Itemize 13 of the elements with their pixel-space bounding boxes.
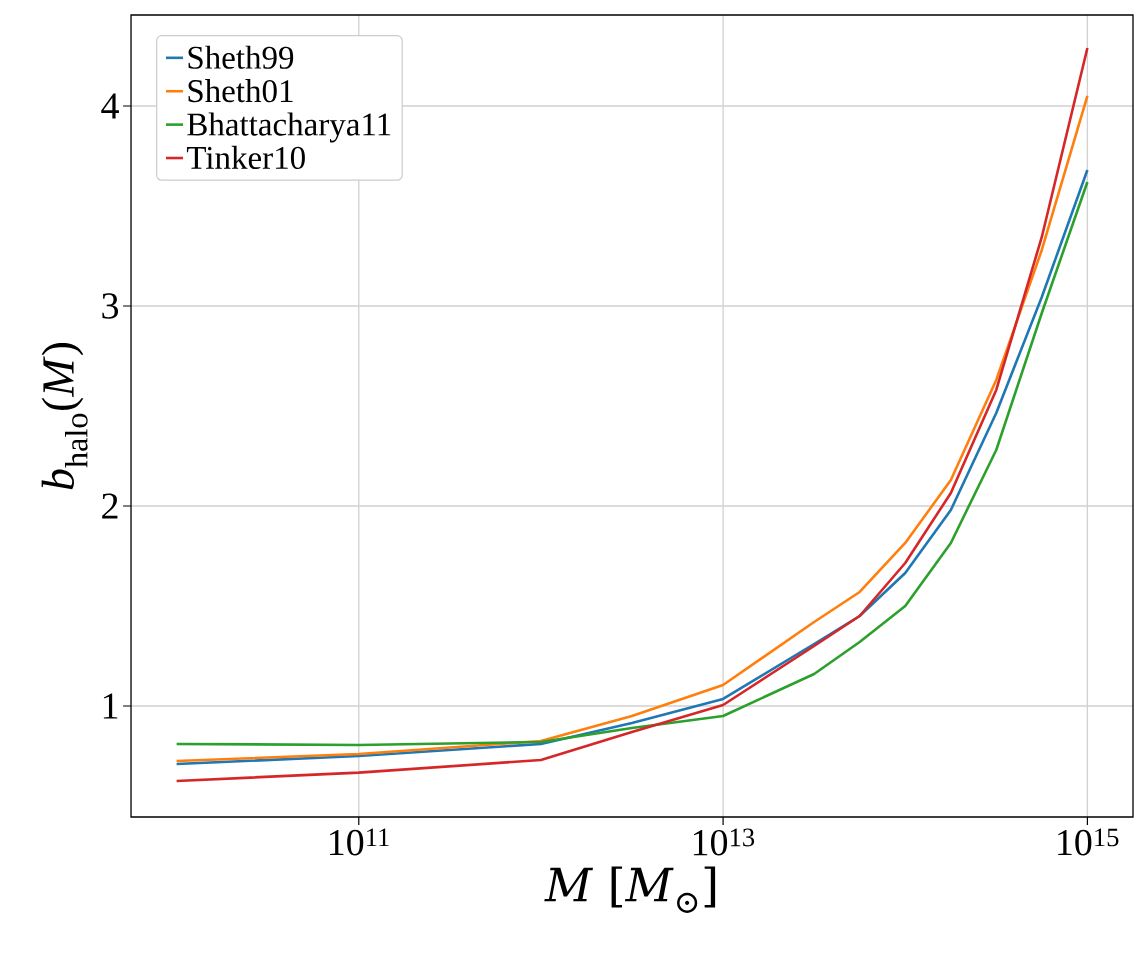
y-tick-label: 3 <box>102 293 119 319</box>
x-axis-title: M [M$_{⊙}$] <box>544 866 716 913</box>
legend-label: Sheth99 <box>188 45 294 69</box>
y-tick-label: 2 <box>102 493 118 519</box>
y-tick-label: 4 <box>101 93 119 119</box>
y-tick-label: 1 <box>103 693 118 719</box>
y-axis-title: b$_{halo}$(M) <box>41 343 88 490</box>
legend-label: Bhattacharya11 <box>187 112 391 143</box>
legend-label: Tinker10 <box>186 145 305 170</box>
x-tick-label: 10$^{15}$ <box>1058 828 1119 856</box>
x-tick-label: 10$^{13}$ <box>693 828 755 856</box>
x-tick-label: 10$^{11}$ <box>330 828 389 856</box>
legend-label: Sheth01 <box>188 79 293 103</box>
